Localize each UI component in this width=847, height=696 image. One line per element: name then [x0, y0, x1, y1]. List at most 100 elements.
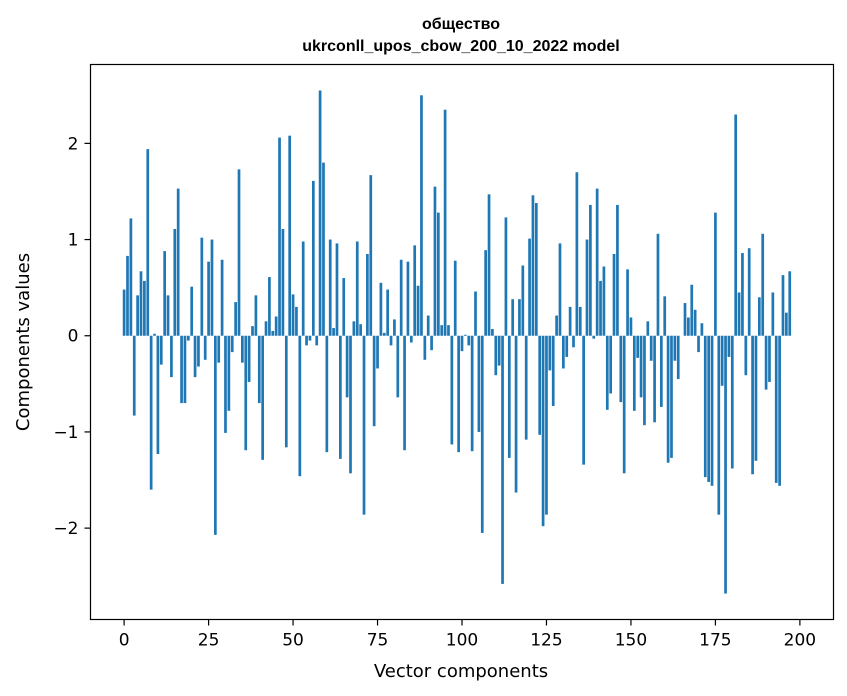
bar [474, 291, 477, 336]
y-axis-ticks: −2 −1 0 1 2 [53, 134, 91, 539]
bar [501, 335, 504, 584]
bar [433, 186, 437, 336]
bar [200, 237, 204, 336]
bar [359, 324, 362, 336]
bar [271, 330, 275, 336]
bar [578, 306, 582, 336]
bar [237, 169, 241, 336]
bar [781, 275, 785, 336]
bar [430, 335, 433, 351]
bar [700, 323, 704, 336]
y-tick-label: 2 [68, 134, 79, 154]
bar [491, 329, 494, 336]
bar [315, 335, 319, 346]
bar [139, 271, 143, 336]
bar [122, 289, 126, 336]
bar [281, 228, 285, 336]
bar [720, 335, 724, 386]
bar [741, 253, 744, 336]
bar [311, 180, 315, 336]
bar [153, 333, 156, 336]
bar [126, 255, 129, 336]
bar [494, 335, 498, 376]
bar [646, 321, 650, 336]
bar [335, 243, 339, 336]
bar [440, 325, 444, 336]
bar [555, 315, 558, 336]
bar [528, 238, 531, 336]
bar [751, 335, 754, 475]
bar [504, 217, 508, 336]
bar [190, 286, 194, 336]
bar [771, 292, 775, 336]
bar [295, 306, 298, 336]
bar [372, 335, 376, 427]
bar [176, 188, 180, 336]
y-axis-label: Components values [13, 253, 34, 431]
bar [602, 266, 606, 336]
bar [183, 335, 187, 404]
bar [518, 299, 521, 336]
chart-title-line2: ukrconll_upos_cbow_200_10_2022 model [302, 38, 619, 55]
x-tick-label: 50 [282, 631, 304, 651]
bar [697, 335, 700, 353]
bar [724, 335, 727, 594]
x-tick-label: 0 [119, 631, 130, 651]
bar [626, 269, 629, 336]
bar [369, 175, 373, 336]
x-axis-label: Vector components [374, 661, 548, 682]
bar [639, 335, 643, 398]
bars-group [122, 90, 792, 594]
bar [545, 335, 548, 515]
bar [558, 243, 562, 336]
bar [305, 335, 308, 346]
x-tick-label: 150 [615, 631, 647, 651]
bar [318, 90, 322, 336]
bar [163, 251, 167, 336]
bar [332, 328, 335, 336]
bar [261, 335, 264, 460]
bar [636, 335, 640, 358]
bar [197, 335, 200, 367]
bar [565, 335, 569, 357]
bar [744, 335, 748, 376]
bar [251, 326, 254, 336]
bar [443, 109, 447, 336]
bar [257, 335, 261, 404]
bar [507, 335, 511, 458]
bar [416, 285, 420, 336]
bar [217, 335, 221, 363]
bar [420, 95, 423, 336]
bar [460, 335, 464, 352]
bar [605, 335, 609, 410]
x-tick-label: 75 [367, 631, 389, 651]
bar [643, 335, 646, 426]
bar [768, 335, 771, 382]
bar [186, 335, 190, 341]
chart-title-line1: общество [422, 16, 500, 33]
bar [714, 212, 717, 336]
bar [166, 295, 170, 336]
bar [426, 315, 430, 336]
bar [585, 239, 589, 336]
bar [393, 319, 396, 336]
bar [409, 335, 413, 343]
x-tick-label: 125 [530, 631, 562, 651]
bar [413, 245, 417, 336]
bar [589, 204, 592, 336]
x-tick-label: 175 [699, 631, 731, 651]
bar [241, 335, 244, 363]
bar [629, 317, 633, 336]
bar [670, 335, 673, 458]
bar [480, 335, 484, 533]
bar [477, 335, 481, 432]
bar [207, 261, 210, 336]
bar [487, 194, 491, 336]
bar [761, 233, 765, 336]
y-tick-label: −1 [53, 423, 78, 443]
bar [403, 335, 406, 451]
bar [230, 335, 234, 353]
bar [730, 335, 734, 469]
bar [325, 335, 329, 453]
